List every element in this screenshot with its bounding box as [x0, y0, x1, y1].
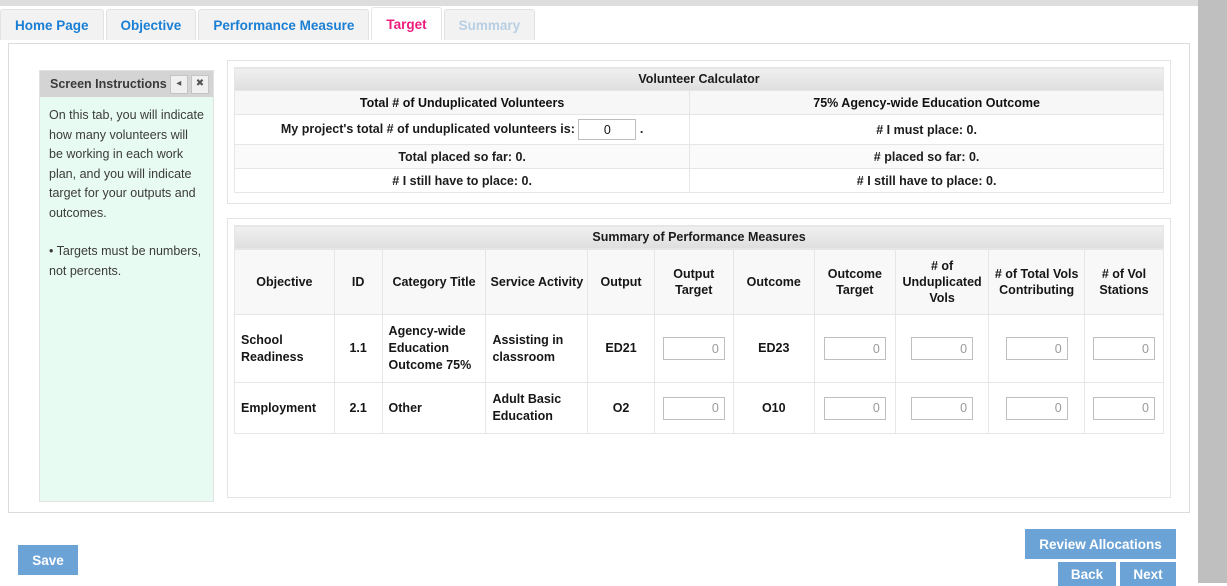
perf-col-service-activity: Service Activity — [485, 249, 589, 315]
right-still-have-to-place-cell: # I still have to place: 0. — [689, 168, 1164, 193]
performance-table-body: School Readiness 1.1 Agency-wide Education… — [234, 314, 1164, 434]
volunteer-calculator-table: Volunteer Calculator Total # of Unduplic… — [233, 67, 1164, 193]
total-unduplicated-volunteers-input[interactable] — [578, 119, 637, 140]
calculator-left-header: Total # of Unduplicated Volunteers — [233, 90, 691, 115]
cell-category-title: Agency-wide Education Outcome 75% — [381, 314, 487, 383]
cell-unduplicated-vols — [894, 382, 990, 434]
review-allocations-button[interactable]: Review Allocations — [1025, 529, 1176, 559]
tab-bar-shade — [0, 0, 1198, 6]
perf-col-outcome-target: Outcome Target — [813, 249, 896, 315]
output-target-input[interactable] — [662, 337, 725, 360]
tab-target[interactable]: Target — [371, 7, 442, 41]
cell-total-vols-contributing — [988, 382, 1085, 434]
screen-instructions-header: Screen Instructions ◂ ✖ — [40, 71, 213, 97]
screen-instructions-panel: Screen Instructions ◂ ✖ On this tab, you… — [39, 70, 214, 502]
left-still-have-to-place-cell: # I still have to place: 0. — [233, 168, 691, 193]
table-row: Employment 2.1 Other Adult Basic Education O… — [234, 382, 1164, 434]
cell-vol-stations — [1083, 382, 1164, 434]
outcome-target-input[interactable] — [823, 396, 886, 420]
perf-col-output: Output — [587, 249, 655, 315]
cell-outcome-target — [813, 382, 896, 434]
table-row: School Readiness 1.1 Agency-wide Education… — [234, 314, 1164, 383]
perf-col-objective: Objective — [234, 249, 335, 315]
right-gutter — [1198, 0, 1227, 583]
right-column: Volunteer Calculator Total # of Unduplic… — [227, 60, 1171, 498]
output-target-input[interactable] — [662, 396, 725, 420]
cell-output: ED21 — [587, 314, 655, 383]
must-place-cell: # I must place: 0. — [689, 114, 1164, 145]
performance-table-scroll[interactable]: Objective ID Category Title Service Activit… — [234, 249, 1164, 515]
save-button[interactable]: Save — [18, 545, 78, 575]
perf-col-of-vol-stations: # of Vol Stations — [1083, 249, 1164, 315]
cell-outcome: ED23 — [732, 314, 815, 383]
cell-objective: School Readiness — [234, 314, 335, 383]
instructions-paragraph-2: • Targets must be numbers, not percents. — [49, 244, 202, 278]
perf-col-of-total-vols-contributing: # of Total Vols Contributing — [988, 249, 1085, 315]
cell-outcome: O10 — [732, 382, 815, 434]
cell-vol-stations — [1083, 314, 1164, 383]
instructions-paragraph-1: On this tab, you will indicate how many … — [49, 108, 204, 220]
total-unduplicated-volunteers-label: My project's total # of unduplicated vol… — [280, 121, 575, 136]
calculator-row-2: Total placed so far: 0. # placed so far:… — [233, 144, 1164, 169]
calculator-caption-row: Volunteer Calculator — [234, 67, 1164, 91]
calculator-right-header: 75% Agency-wide Education Outcome — [689, 90, 1164, 115]
tab-list: Home Page Objective Performance Measure Tar… — [0, 6, 537, 41]
placed-so-far-cell: # placed so far: 0. — [689, 144, 1164, 169]
performance-measures-panel: Summary of Performance Measures Objectiv… — [227, 218, 1171, 498]
cell-category-title: Other — [381, 382, 487, 434]
volunteer-calculator-panel: Volunteer Calculator Total # of Unduplic… — [227, 60, 1171, 204]
tab-bar: Home Page Objective Performance Measure Tar… — [0, 0, 1198, 41]
close-icon[interactable]: ✖ — [190, 74, 209, 94]
performance-caption: Summary of Performance Measures — [234, 225, 1164, 249]
calculator-caption: Volunteer Calculator — [234, 67, 1164, 91]
cell-service-activity: Assisting in classroom — [485, 314, 589, 383]
total-unduplicated-volunteers-period: . — [639, 121, 644, 136]
vol-stations-input[interactable] — [1092, 396, 1155, 420]
perf-col-of-unduplicated-vols: # of Unduplicated Vols — [894, 249, 990, 315]
cell-unduplicated-vols — [894, 314, 990, 383]
outcome-target-input[interactable] — [823, 337, 886, 360]
tab-summary: Summary — [443, 9, 536, 41]
collapse-left-icon[interactable]: ◂ — [169, 74, 188, 94]
perf-col-output-target: Output Target — [653, 249, 734, 315]
tab-objective[interactable]: Objective — [105, 9, 197, 41]
perf-col-outcome: Outcome — [732, 249, 815, 315]
total-vols-contributing-input[interactable] — [1005, 396, 1068, 420]
calculator-row-3: # I still have to place: 0. # I still ha… — [233, 168, 1164, 193]
cell-service-activity: Adult Basic Education — [485, 382, 589, 434]
screen-instructions-body: On this tab, you will indicate how many … — [40, 97, 213, 281]
total-vols-contributing-input[interactable] — [1005, 337, 1068, 360]
next-button[interactable]: Next — [1120, 562, 1176, 586]
performance-caption-row: Summary of Performance Measures — [234, 225, 1164, 249]
cell-output-target — [653, 382, 734, 434]
calculator-row-1: My project's total # of unduplicated vol… — [233, 114, 1164, 145]
unduplicated-vols-input[interactable] — [911, 396, 974, 420]
cell-output-target — [653, 314, 734, 383]
unduplicated-vols-input[interactable] — [911, 337, 974, 360]
total-placed-so-far-cell: Total placed so far: 0. — [233, 144, 691, 169]
performance-header-row: Objective ID Category Title Service Activit… — [234, 249, 1164, 315]
screen-instructions-title: Screen Instructions — [50, 77, 167, 91]
calculator-subheader-row: Total # of Unduplicated Volunteers 75% A… — [233, 90, 1164, 115]
back-button[interactable]: Back — [1058, 562, 1116, 586]
cell-objective: Employment — [234, 382, 335, 434]
tab-performance-measure[interactable]: Performance Measure — [198, 9, 370, 41]
cell-output: O2 — [587, 382, 655, 434]
perf-col-id: ID — [333, 249, 383, 315]
cell-total-vols-contributing — [988, 314, 1085, 383]
tab-bar-underline — [0, 40, 1198, 41]
performance-measures-table: Objective ID Category Title Service Activit… — [234, 249, 1164, 434]
tab-home-page[interactable]: Home Page — [0, 9, 104, 41]
content-frame: Screen Instructions ◂ ✖ On this tab, you… — [8, 43, 1190, 513]
perf-col-category-title: Category Title — [381, 249, 487, 315]
vol-stations-input[interactable] — [1092, 337, 1155, 360]
total-unduplicated-volunteers-cell: My project's total # of unduplicated vol… — [233, 114, 691, 145]
cell-id: 1.1 — [333, 314, 383, 383]
cell-id: 2.1 — [333, 382, 383, 434]
cell-outcome-target — [813, 314, 896, 383]
performance-caption-table: Summary of Performance Measures — [234, 225, 1164, 249]
